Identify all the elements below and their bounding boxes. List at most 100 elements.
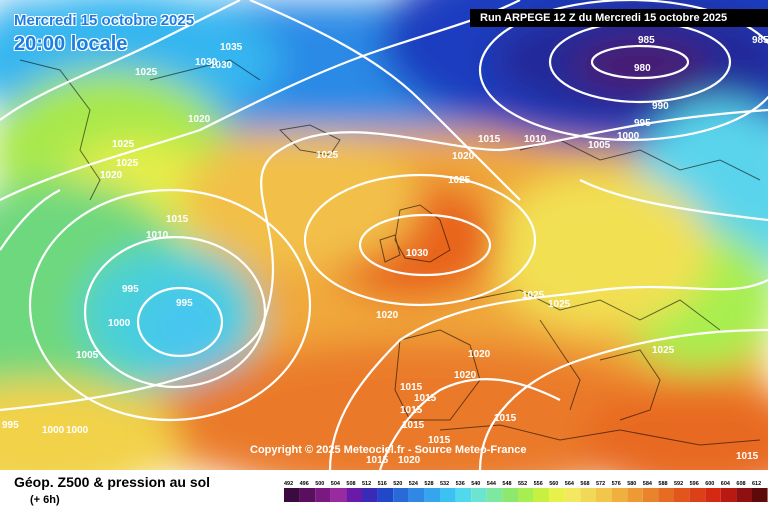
colorbar-swatch [611,488,628,502]
colorbar-label: 592 [674,481,683,487]
colorbar-label: 576 [612,481,621,487]
isobar-label: 1005 [588,140,611,151]
isobar-label: 1015 [428,435,451,446]
isobar-labels: 1035 1030 1025 1030 1020 1025 1025 1020 … [2,35,768,466]
colorbar-label: 520 [393,481,402,487]
isobar-label: 1020 [376,310,399,321]
isobar-label: 1020 [468,349,491,360]
valid-time: 20:00 locale [14,33,128,55]
colorbar-label: 596 [690,481,699,487]
isobar-label: 995 [634,118,651,129]
isobar-label: 1015 [736,451,759,462]
colorbar-swatch [486,488,503,502]
colorbar-label: 540 [471,481,480,487]
colorbar-label: 508 [346,481,355,487]
colorbar-label: 500 [315,481,324,487]
isobar-label: 985 [752,35,768,46]
colorbar-swatch [346,488,362,502]
colorbar-label: 556 [534,481,543,487]
isobar-label: 995 [2,420,19,431]
lead-time: (+ 6h) [30,494,60,506]
valid-date: Mercredi 15 octobre 2025 [14,12,195,29]
colorbar-label: 584 [643,481,653,487]
colorbar-label: 528 [424,481,433,487]
isobar-label: 1015 [400,405,423,416]
isobar-label: 980 [634,63,651,74]
colorbar-label: 532 [440,481,449,487]
isobar-label: 1015 [166,214,189,225]
colorbar-label: 580 [627,481,636,487]
colorbar-swatch [674,488,690,502]
colorbar-label: 512 [362,481,371,487]
colorbar-swatch [549,488,565,502]
isobar-label: 1020 [100,170,123,181]
isobar-label: 1020 [188,114,211,125]
colorbar-swatch [284,488,300,502]
colorbar-label: 572 [596,481,605,487]
colorbar-swatch [564,488,581,502]
run-title: Run ARPEGE 12 Z du Mercredi 15 octobre 2… [470,9,768,27]
colorbar-swatch [642,488,659,502]
isobar-label: 990 [652,101,669,112]
colorbar-swatch [580,488,596,502]
colorbar-label: 608 [736,481,745,487]
colorbar-swatch [658,488,674,502]
isobar-label: 1020 [398,455,421,466]
colorbar-swatch [377,488,394,502]
colorbar-label: 492 [284,481,293,487]
colorbar-label: 564 [565,481,575,487]
isobar-label: 1015 [402,420,425,431]
isobar-label: 1015 [494,413,517,424]
forecast-map: 1035 1030 1025 1030 1020 1025 1025 1020 … [0,0,768,470]
isobar-label: 1020 [452,151,475,162]
colorbar-swatch [440,488,456,502]
colorbar-swatch [627,488,643,502]
parameter-title: Géop. Z500 & pression au sol [14,474,211,490]
colorbar-swatch [736,488,752,502]
colorbar-label: 544 [487,481,497,487]
isobar-label: 1015 [400,382,423,393]
colorbar-label: 600 [705,481,714,487]
colorbar-swatch [408,488,425,502]
colorbar-label: 568 [580,481,589,487]
isobar-label: 1015 [478,134,501,145]
colorbar-label: 496 [300,481,309,487]
colorbar-swatch [596,488,612,502]
colorbar-label: 560 [549,481,558,487]
colorbar-label: 604 [721,481,731,487]
isobar-label: 1020 [454,370,477,381]
colorbar-swatch [502,488,518,502]
colorbar-swatch [705,488,721,502]
isobar-label: 995 [122,284,139,295]
colorbar-swatch [330,488,347,502]
isobar-label: 1025 [135,67,158,78]
colorbar-swatch [471,488,487,502]
isobar-label: 1025 [316,150,339,161]
coastlines [19,59,761,446]
colorbar-label: 536 [456,481,465,487]
isobar-label: 1000 [617,131,640,142]
colorbar: 492 496 500 504 508 512 516 520 524 528 532 536 540 5… [284,481,768,502]
colorbar-swatch [752,488,768,502]
isobar-label: 1035 [220,42,243,53]
colorbar-label: 504 [331,481,341,487]
isobar-label: 1030 [195,57,218,68]
isobar-label: 1005 [76,350,99,361]
colorbar-label: 524 [409,481,419,487]
colorbar-swatch [455,488,472,502]
isobar-label: 1010 [524,134,547,145]
colorbar-label: 552 [518,481,527,487]
isobar-label: 995 [176,298,193,309]
isobar-label: 1025 [116,158,139,169]
colorbar-swatch [393,488,409,502]
isobar-label: 1025 [112,139,135,150]
colorbar-swatch [424,488,440,502]
isobar-label: 1025 [448,175,471,186]
isobar-label: 1010 [146,230,169,241]
isobar-label: 1025 [652,345,675,356]
colorbar-swatch [362,488,378,502]
pressure-map-svg: 1035 1030 1025 1030 1020 1025 1025 1020 … [0,0,768,470]
isobar-label: 1015 [414,393,437,404]
isobar-label: 1025 [522,290,545,301]
colorbar-swatch [315,488,331,502]
